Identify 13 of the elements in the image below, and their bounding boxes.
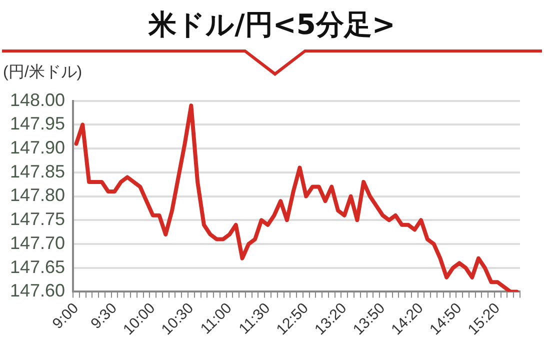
y-tick-label: 147.90 [10,138,66,158]
y-axis-title: (円/米ドル) [3,62,82,83]
x-tick-label: 9:30 [88,300,120,332]
y-tick-label: 147.75 [10,209,66,230]
x-tick-label: 9:00 [49,300,82,332]
y-tick-label: 147.95 [10,114,66,134]
chart-title: 米ドル/円<5分足> [147,7,396,43]
y-tick-label: 148.00 [10,90,66,110]
y-tick-label: 147.60 [10,280,66,301]
y-tick-label: 147.85 [10,161,66,182]
y-tick-label: 147.80 [10,185,66,206]
y-tick-label: 147.70 [10,232,66,253]
y-tick-label: 147.65 [10,256,66,277]
